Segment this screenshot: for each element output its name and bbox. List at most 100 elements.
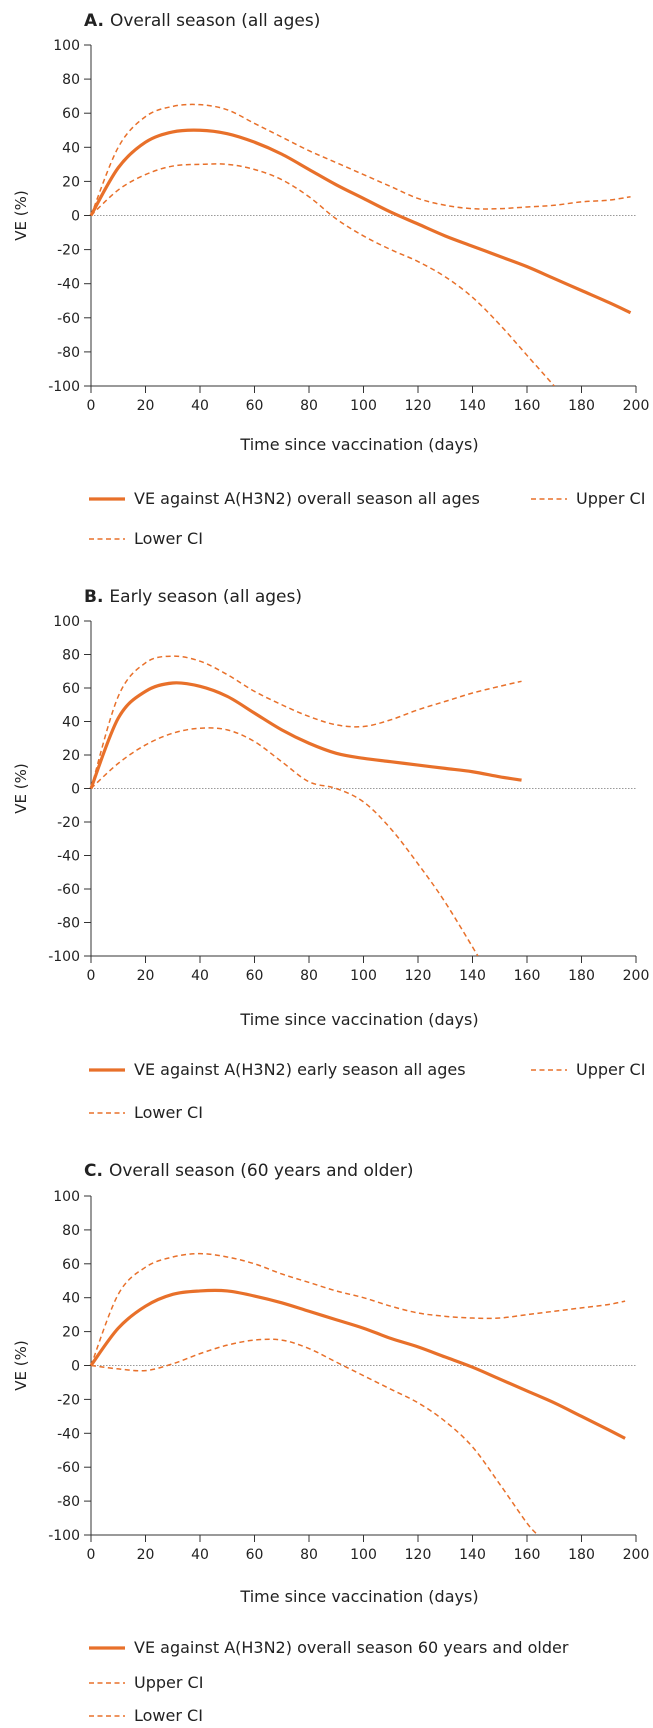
y-tick-label: -60 <box>57 882 80 898</box>
chart-panel-a: A. Overall season (all ages) 100 80 60 40 20 0-… <box>0 0 653 560</box>
chart-b-svg: B. Early season (all ages) 100 80 60 40 20 0 -20… <box>12 587 649 1122</box>
series-line-upper-ci <box>90 655 522 789</box>
x-tick-label: 20 <box>137 398 155 414</box>
chart-title-text: Early season (all ages) <box>109 587 302 607</box>
legend-label: VE against A(H3N2) overall season all ag… <box>134 489 480 508</box>
x-tick-label: 200 <box>623 398 650 414</box>
y-tick-label: 40 <box>62 1291 80 1307</box>
y-tick-label: 20 <box>62 174 80 190</box>
legend-label: Upper CI <box>576 1060 645 1079</box>
x-axis-label: Time since vaccination (days) <box>239 1587 478 1606</box>
x-tick-label: 120 <box>405 398 432 414</box>
series-line-upper-ci <box>90 103 631 216</box>
x-tick-label: 100 <box>350 968 377 984</box>
chart-title: C. Overall season (60 years and older) <box>84 1161 414 1181</box>
legend-label: VE against A(H3N2) early season all ages <box>134 1060 466 1079</box>
x-tick-label: 160 <box>514 398 541 414</box>
y-tick-label: -100 <box>48 949 80 965</box>
chart-c-svg: C. Overall season (60 years and older) 100… <box>12 1161 650 1725</box>
y-tick-label: 80 <box>62 1223 80 1239</box>
y-axis-label: VE (%) <box>12 1340 30 1390</box>
y-tick-label: -100 <box>48 1528 80 1544</box>
x-tick-label: 160 <box>514 1547 541 1563</box>
y-axis-label: VE (%) <box>12 763 30 813</box>
y-tick-label: 100 <box>53 614 80 630</box>
y-tick-label: 0 <box>71 209 80 225</box>
x-tick-label: 0 <box>87 398 96 414</box>
y-tick-label: -60 <box>57 311 80 327</box>
x-tick-label: 40 <box>191 1547 209 1563</box>
x-tick-label: 200 <box>623 1547 650 1563</box>
y-tick-label: -40 <box>57 277 80 293</box>
x-tick-label: 140 <box>459 1547 486 1563</box>
y-tick-label: 80 <box>62 72 80 88</box>
legend-label: Lower CI <box>134 1103 203 1122</box>
series-line-lower-ci <box>90 727 479 956</box>
x-tick-label: 80 <box>300 398 318 414</box>
y-tick-label: -20 <box>57 815 80 831</box>
y-tick-label: 0 <box>71 782 80 798</box>
y-tick-label: -20 <box>57 1392 80 1408</box>
y-tick-label: -80 <box>57 1494 80 1510</box>
y-tick-label: -80 <box>57 916 80 932</box>
y-tick-label: 20 <box>62 748 80 764</box>
legend-label: Upper CI <box>576 489 645 508</box>
y-tick-label: 40 <box>62 140 80 156</box>
x-tick-label: 180 <box>568 968 595 984</box>
legend-label: Upper CI <box>134 1673 203 1692</box>
y-tick-label: -100 <box>48 379 80 395</box>
series-line-ve <box>89 681 522 790</box>
y-tick-label: -20 <box>57 243 80 259</box>
legend-item: Upper CI <box>531 489 645 508</box>
x-tick-label: 140 <box>459 398 486 414</box>
x-tick-label: 80 <box>300 968 318 984</box>
legend-label: VE against A(H3N2) overall season 60 yea… <box>134 1638 569 1657</box>
legend-item: Lower CI <box>89 1706 203 1725</box>
y-tick-label: 100 <box>53 38 80 54</box>
x-tick-label: 40 <box>191 968 209 984</box>
y-tick-label: 0 <box>71 1359 80 1375</box>
x-tick-label: 20 <box>137 968 155 984</box>
y-axis-label: VE (%) <box>12 190 30 240</box>
x-tick-label: 60 <box>246 968 264 984</box>
x-tick-label: 180 <box>568 1547 595 1563</box>
x-tick-label: 60 <box>246 1547 264 1563</box>
x-tick-label: 140 <box>459 968 486 984</box>
y-tick-label: 80 <box>62 648 80 664</box>
y-tick-label: 60 <box>62 681 80 697</box>
chart-panel-c: C. Overall season (60 years and older) 100… <box>0 1158 653 1728</box>
x-tick-label: 120 <box>405 1547 432 1563</box>
chart-title-text: Overall season (all ages) <box>110 11 320 31</box>
legend-item: Upper CI <box>531 1060 645 1079</box>
y-tick-label: 40 <box>62 715 80 731</box>
chart-title-letter: B. <box>84 587 103 607</box>
y-tick-label: -40 <box>57 1426 80 1442</box>
x-tick-label: 100 <box>350 1547 377 1563</box>
x-tick-label: 120 <box>405 968 432 984</box>
x-tick-label: 40 <box>191 398 209 414</box>
y-tick-label: 100 <box>53 1189 80 1205</box>
legend-item: Lower CI <box>89 1103 203 1122</box>
x-tick-label: 60 <box>246 398 264 414</box>
y-tick-label: -40 <box>57 849 80 865</box>
x-axis-label: Time since vaccination (days) <box>239 435 478 454</box>
y-tick-label: 20 <box>62 1325 80 1341</box>
series-line-lower-ci <box>90 163 555 386</box>
chart-title: B. Early season (all ages) <box>84 587 302 607</box>
chart-title-text: Overall season (60 years and older) <box>109 1161 414 1181</box>
x-tick-label: 80 <box>300 1547 318 1563</box>
legend-item: VE against A(H3N2) overall season 60 yea… <box>89 1638 569 1657</box>
x-tick-label: 100 <box>350 398 377 414</box>
chart-a-svg: A. Overall season (all ages)100806040200-… <box>12 11 650 548</box>
series-line-upper-ci <box>90 1252 626 1366</box>
legend-item: VE against A(H3N2) overall season all ag… <box>89 489 480 508</box>
series-line-ve <box>89 128 632 315</box>
y-tick-label: 60 <box>62 106 80 122</box>
chart-title: A. Overall season (all ages) <box>84 11 320 31</box>
legend-label: Lower CI <box>134 1706 203 1725</box>
x-tick-label: 0 <box>87 968 96 984</box>
x-tick-label: 160 <box>514 968 541 984</box>
chart-panel-b: B. Early season (all ages) 100 80 60 40 20 0 -20… <box>0 578 653 1138</box>
legend-label: Lower CI <box>134 529 203 548</box>
series-line-lower-ci <box>90 1338 539 1535</box>
